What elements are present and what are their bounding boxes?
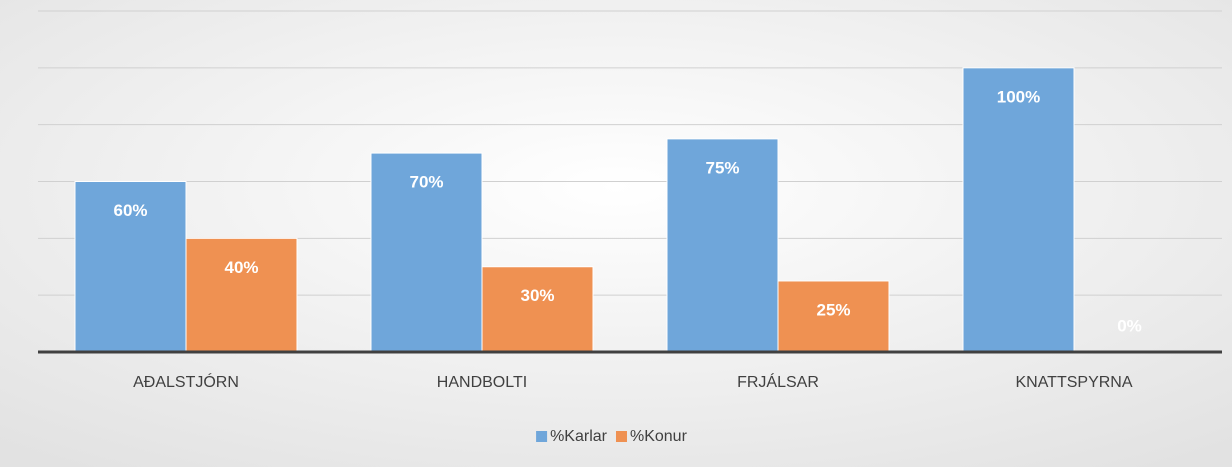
bar	[370, 152, 483, 353]
data-label: 60%	[113, 201, 147, 220]
data-label: 70%	[409, 173, 443, 192]
bar	[777, 280, 890, 353]
bar	[185, 237, 298, 353]
x-tick-label: FRJÁLSAR	[737, 372, 819, 391]
legend-label: %Karlar	[550, 428, 608, 445]
legend-swatch	[615, 431, 627, 442]
x-tick-label: AÐALSTJÓRN	[133, 372, 239, 391]
data-label: 75%	[705, 158, 739, 177]
x-tick-label: KNATTSPYRNA	[1015, 374, 1132, 391]
bar	[481, 266, 594, 353]
data-label: 0%	[1117, 316, 1142, 335]
data-label: 100%	[997, 87, 1040, 106]
data-label: 25%	[816, 300, 850, 319]
x-tick-label: HANDBOLTI	[437, 374, 527, 391]
legend-swatch	[536, 431, 548, 442]
data-label: 30%	[520, 286, 554, 305]
data-label: 40%	[224, 258, 258, 277]
bar	[962, 67, 1075, 353]
bar	[74, 181, 187, 353]
legend-label: %Konur	[630, 428, 688, 445]
